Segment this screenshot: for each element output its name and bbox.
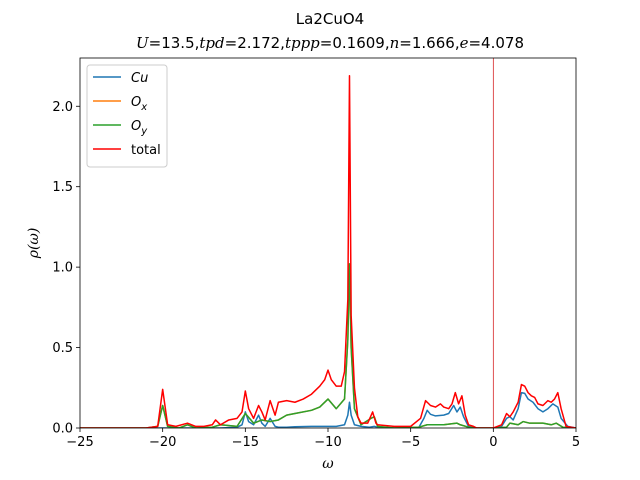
y-tick-label: 0.0 [52, 422, 73, 437]
legend-label-subscript: x [140, 102, 147, 113]
y-tick-label: 1.0 [52, 261, 73, 276]
subtitle-comma: , [195, 34, 200, 52]
subtitle-param-name: e [460, 34, 469, 52]
legend-label-main: O [131, 119, 141, 134]
legend-label: total [131, 143, 161, 158]
subtitle-param-value: =13.5 [149, 34, 195, 52]
legend-label-main: Cu [131, 71, 148, 86]
subtitle-comma: , [280, 34, 285, 52]
x-tick-label: −20 [149, 435, 176, 450]
subtitle-param-name: U [136, 34, 150, 52]
subtitle-param-name: tpd [199, 34, 224, 52]
subtitle-param-name: tppp [285, 34, 320, 52]
subtitle-param-name: n [390, 34, 400, 52]
x-tick-label: −15 [232, 435, 259, 450]
x-axis-ticks: −25 −20 −15 −10 −5 0 5 [66, 428, 580, 450]
y-tick-label: 0.5 [52, 341, 73, 356]
legend-label: Ox [131, 95, 147, 113]
chart-title: La2CuO4 [296, 10, 364, 28]
y-axis-ticks: 0.0 0.5 1.0 1.5 2.0 [52, 100, 80, 437]
legend-box [86, 64, 168, 168]
chart-subtitle: U=13.5,tpd=2.172,tppp=0.1609,n=1.666,e=4… [136, 34, 524, 52]
legend-label: Cu [131, 71, 148, 86]
x-tick-label: 5 [572, 435, 580, 450]
subtitle-param-value: =1.666 [399, 34, 455, 52]
subtitle-param-value: =4.078 [468, 34, 524, 52]
legend-label: Oy [131, 119, 148, 137]
series-line-cu [80, 391, 576, 428]
y-tick-label: 2.0 [52, 100, 73, 115]
subtitle-param-value: =2.172 [225, 34, 281, 52]
legend-label-subscript: y [140, 126, 148, 137]
x-axis-label: ω [322, 456, 334, 472]
x-tick-label: −5 [401, 435, 420, 450]
subtitle-comma: , [455, 34, 460, 52]
series-line-total [80, 74, 576, 428]
y-axis-label: ρ(ω) [26, 228, 42, 260]
x-tick-label: −10 [314, 435, 341, 450]
legend-label-main: O [131, 95, 141, 110]
y-tick-label: 1.5 [52, 180, 73, 195]
x-tick-label: −25 [66, 435, 93, 450]
subtitle-comma: , [385, 34, 390, 52]
series-line-oy [80, 263, 576, 428]
subtitle-param-value: =0.1609 [320, 34, 385, 52]
x-tick-label: 0 [489, 435, 497, 450]
